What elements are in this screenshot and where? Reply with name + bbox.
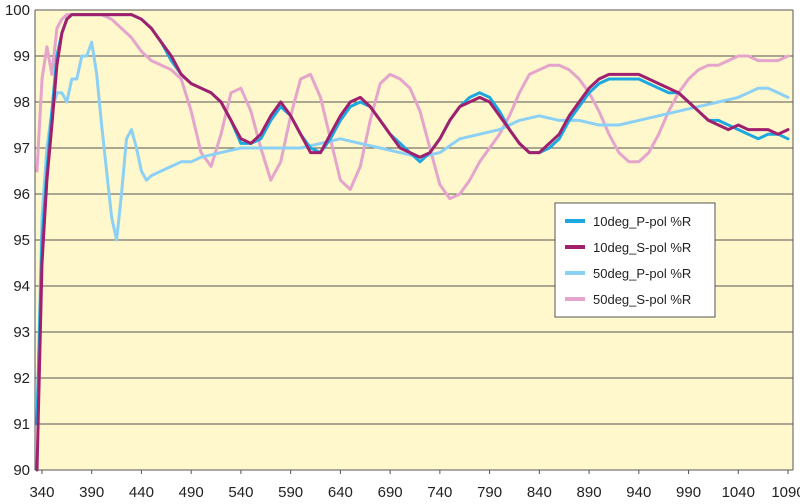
x-tick-label: 940: [626, 484, 651, 501]
x-tick-label: 890: [577, 484, 602, 501]
y-tick-label: 92: [13, 370, 30, 387]
y-tick-label: 94: [13, 278, 30, 295]
x-tick-label: 1040: [722, 484, 755, 501]
y-tick-label: 100: [5, 2, 30, 19]
series-line-4: [35, 13, 790, 201]
y-tick-label: 93: [13, 324, 30, 341]
y-tick-label: 97: [13, 140, 30, 157]
x-tick-label: 690: [378, 484, 403, 501]
x-tick-label: 990: [676, 484, 701, 501]
x-tick-label: 340: [29, 484, 54, 501]
y-tick-label: 98: [13, 94, 30, 111]
y-tick-label: 91: [13, 416, 30, 433]
legend-label-2: 10deg_S-pol %R: [593, 240, 691, 255]
x-tick-label: 790: [477, 484, 502, 501]
x-tick-label: 1090: [771, 484, 800, 501]
x-tick-label: 740: [427, 484, 452, 501]
series-line-2: [35, 13, 790, 472]
y-tick-label: 90: [13, 462, 30, 479]
x-tick-label: 390: [79, 484, 104, 501]
x-tick-label: 640: [328, 484, 353, 501]
x-tick-label: 840: [527, 484, 552, 501]
x-tick-label: 440: [129, 484, 154, 501]
y-tick-label: 95: [13, 232, 30, 249]
x-tick-label: 540: [228, 484, 253, 501]
x-tick-label: 490: [179, 484, 204, 501]
legend-label-4: 50deg_S-pol %R: [593, 292, 691, 307]
y-tick-label: 96: [13, 186, 30, 203]
y-tick-label: 99: [13, 48, 30, 65]
legend-label-3: 50deg_P-pol %R: [593, 266, 691, 281]
legend-label-1: 10deg_P-pol %R: [593, 214, 691, 229]
x-tick-label: 590: [278, 484, 303, 501]
series-line-3: [35, 40, 790, 426]
